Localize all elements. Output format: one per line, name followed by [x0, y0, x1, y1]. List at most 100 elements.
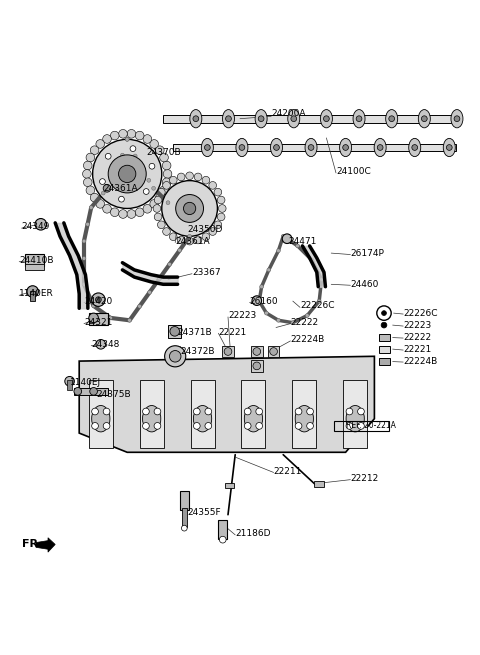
- Circle shape: [169, 233, 177, 240]
- Ellipse shape: [305, 138, 317, 157]
- Ellipse shape: [408, 138, 420, 157]
- Text: 21186D: 21186D: [235, 529, 271, 538]
- Bar: [218, 519, 227, 538]
- Circle shape: [92, 293, 105, 307]
- Circle shape: [92, 304, 96, 308]
- Circle shape: [89, 313, 98, 323]
- Circle shape: [253, 348, 261, 356]
- Text: 22222: 22222: [290, 318, 319, 328]
- Ellipse shape: [419, 109, 431, 128]
- Circle shape: [194, 236, 202, 244]
- Circle shape: [346, 422, 353, 429]
- Circle shape: [154, 213, 162, 221]
- Circle shape: [120, 153, 124, 157]
- Bar: [25, 264, 44, 270]
- Circle shape: [96, 297, 101, 303]
- Bar: [334, 421, 389, 431]
- Circle shape: [163, 228, 170, 235]
- Circle shape: [90, 193, 99, 202]
- Circle shape: [154, 422, 161, 429]
- Circle shape: [143, 135, 152, 143]
- Bar: [225, 483, 234, 488]
- Circle shape: [128, 318, 132, 322]
- Circle shape: [177, 236, 185, 244]
- Circle shape: [84, 161, 92, 170]
- Circle shape: [143, 408, 149, 415]
- Bar: [314, 481, 324, 487]
- Circle shape: [103, 204, 111, 213]
- Circle shape: [214, 221, 222, 229]
- Circle shape: [308, 145, 314, 151]
- Circle shape: [150, 200, 158, 208]
- Circle shape: [119, 196, 124, 202]
- Circle shape: [193, 116, 199, 122]
- Circle shape: [154, 408, 161, 415]
- Circle shape: [116, 169, 120, 173]
- Text: 22223: 22223: [228, 311, 256, 320]
- Circle shape: [282, 234, 292, 244]
- Ellipse shape: [255, 109, 267, 128]
- Circle shape: [296, 244, 300, 248]
- Text: 23367: 23367: [192, 268, 221, 277]
- Ellipse shape: [236, 138, 248, 157]
- Bar: [379, 358, 390, 365]
- Text: 24200A: 24200A: [271, 109, 306, 119]
- Circle shape: [260, 285, 264, 289]
- Circle shape: [188, 215, 192, 219]
- Circle shape: [256, 422, 263, 429]
- Circle shape: [320, 278, 324, 282]
- Circle shape: [381, 322, 387, 328]
- Circle shape: [412, 145, 418, 151]
- Circle shape: [147, 178, 151, 182]
- Circle shape: [257, 299, 261, 303]
- Circle shape: [183, 202, 196, 215]
- Text: 24321: 24321: [84, 318, 112, 328]
- Circle shape: [358, 422, 364, 429]
- Text: 22222: 22222: [403, 333, 432, 342]
- Circle shape: [168, 263, 171, 266]
- Circle shape: [188, 234, 192, 238]
- Circle shape: [85, 223, 89, 226]
- Circle shape: [162, 178, 171, 187]
- Circle shape: [93, 140, 162, 208]
- Circle shape: [244, 408, 251, 415]
- Circle shape: [96, 140, 105, 148]
- Circle shape: [119, 210, 127, 218]
- Text: 22224B: 22224B: [403, 356, 437, 365]
- Circle shape: [96, 200, 105, 208]
- Circle shape: [307, 422, 313, 429]
- Circle shape: [205, 408, 212, 415]
- Circle shape: [421, 116, 427, 122]
- Circle shape: [177, 173, 185, 181]
- Ellipse shape: [374, 138, 386, 157]
- Circle shape: [264, 311, 268, 315]
- Circle shape: [84, 178, 92, 187]
- Circle shape: [108, 155, 146, 193]
- Circle shape: [317, 299, 321, 303]
- Bar: [379, 334, 390, 341]
- Bar: [182, 508, 187, 527]
- Ellipse shape: [451, 109, 463, 128]
- Circle shape: [144, 189, 149, 195]
- Text: 24100C: 24100C: [336, 167, 371, 176]
- Text: 26174P: 26174P: [350, 249, 384, 257]
- Ellipse shape: [92, 405, 110, 432]
- Circle shape: [113, 177, 117, 181]
- Circle shape: [343, 145, 348, 151]
- Circle shape: [217, 196, 225, 204]
- Bar: [140, 381, 164, 447]
- Circle shape: [204, 145, 210, 151]
- Ellipse shape: [190, 109, 202, 128]
- Circle shape: [170, 327, 180, 336]
- Circle shape: [224, 348, 232, 356]
- Text: 24420: 24420: [84, 297, 112, 306]
- Text: 22212: 22212: [350, 474, 379, 483]
- Bar: [251, 346, 263, 357]
- Circle shape: [148, 290, 152, 294]
- Bar: [25, 254, 44, 266]
- Circle shape: [214, 188, 222, 196]
- Circle shape: [217, 213, 225, 221]
- Circle shape: [202, 176, 210, 184]
- Bar: [379, 346, 390, 353]
- Circle shape: [156, 146, 164, 155]
